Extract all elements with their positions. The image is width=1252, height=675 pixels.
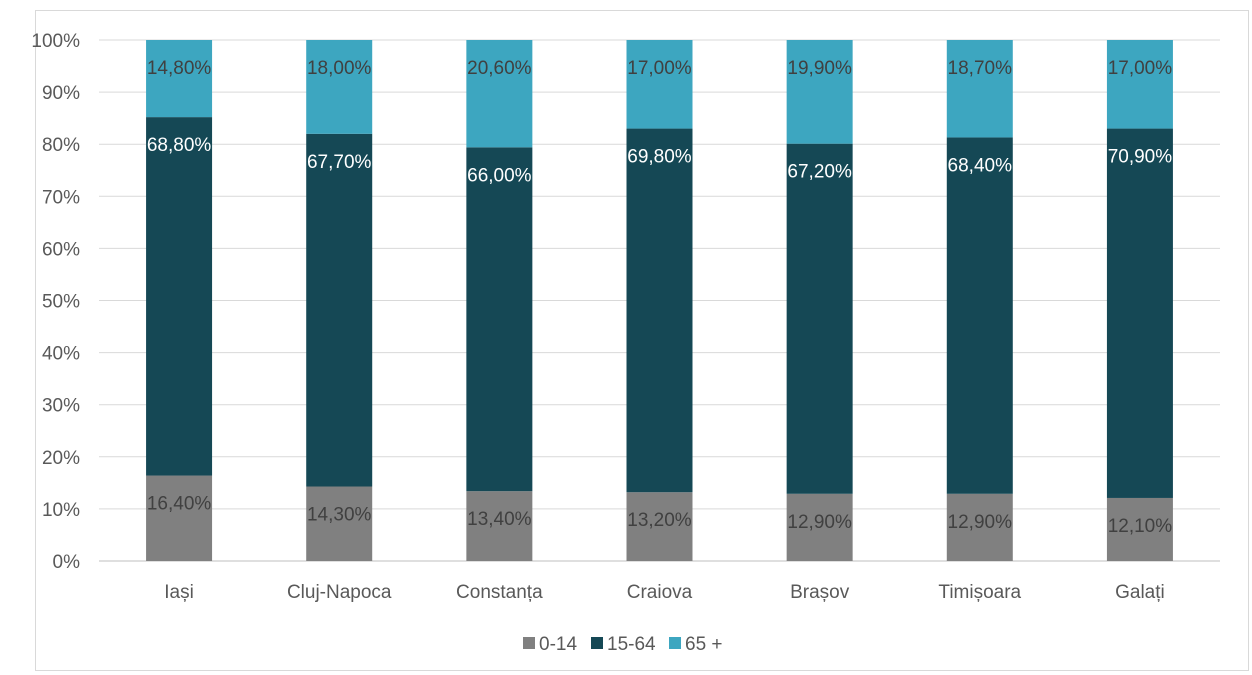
data-label: 19,90% bbox=[787, 58, 852, 79]
bar-segment-65+ bbox=[946, 40, 1013, 138]
bar-segment-65+ bbox=[466, 40, 533, 148]
data-label: 16,40% bbox=[147, 494, 212, 515]
x-tick-label: Craiova bbox=[627, 582, 693, 603]
bar-segment-15-64 bbox=[466, 147, 533, 492]
y-axis-ticks: 0% 10% 20% 30% 40% 50% 60% 70% 80% 90% 100% bbox=[31, 31, 80, 573]
bar-segment-65+ bbox=[626, 40, 693, 129]
bar-segment-15-64 bbox=[786, 143, 853, 494]
legend-label: 0-14 bbox=[539, 634, 577, 655]
legend-swatch bbox=[669, 637, 681, 649]
legend: 0-14 15-64 65 + bbox=[523, 634, 723, 655]
bar-segment-0-14 bbox=[946, 493, 1013, 561]
data-label: 20,60% bbox=[467, 58, 532, 79]
data-label: 12,90% bbox=[787, 512, 852, 533]
data-label: 67,20% bbox=[787, 162, 852, 183]
data-label: 13,20% bbox=[627, 510, 692, 531]
legend-label: 65 + bbox=[685, 634, 723, 655]
bar-segment-15-64 bbox=[1106, 128, 1173, 498]
y-tick-label: 10% bbox=[42, 500, 80, 521]
bar-segment-0-14 bbox=[306, 486, 373, 561]
data-label: 68,80% bbox=[147, 135, 212, 156]
x-tick-label: Constanța bbox=[456, 582, 543, 603]
y-tick-label: 30% bbox=[42, 396, 80, 417]
bar-segment-65+ bbox=[306, 40, 373, 134]
y-tick-label: 20% bbox=[42, 448, 80, 469]
data-label: 12,10% bbox=[1108, 516, 1173, 537]
y-tick-label: 90% bbox=[42, 83, 80, 104]
data-label: 70,90% bbox=[1108, 147, 1173, 168]
bar-segment-15-64 bbox=[146, 117, 213, 476]
bar-segment-65+ bbox=[1106, 40, 1173, 129]
bar-segment-15-64 bbox=[946, 137, 1013, 494]
data-label: 14,30% bbox=[307, 504, 372, 525]
legend-swatch bbox=[523, 637, 535, 649]
x-tick-label: Iași bbox=[164, 582, 194, 603]
x-tick-label: Galați bbox=[1115, 582, 1165, 603]
x-axis-categories: Iași Cluj-Napoca Constanța Craiova Brașov Tim… bbox=[164, 582, 1164, 603]
bar-segment-0-14 bbox=[626, 492, 693, 561]
y-tick-label: 50% bbox=[42, 292, 80, 313]
data-label: 18,70% bbox=[948, 58, 1013, 79]
y-tick-label: 0% bbox=[53, 552, 81, 573]
bar-segment-0-14 bbox=[466, 491, 533, 561]
bar-segment-65+ bbox=[146, 40, 213, 118]
bar-segment-15-64 bbox=[626, 128, 693, 493]
x-tick-label: Timișoara bbox=[938, 582, 1021, 603]
data-label: 67,70% bbox=[307, 152, 372, 173]
x-tick-label: Cluj-Napoca bbox=[287, 582, 392, 603]
data-label: 17,00% bbox=[1108, 58, 1173, 79]
bars bbox=[146, 40, 1173, 561]
bar-segment-65+ bbox=[786, 40, 853, 144]
bar-segment-15-64 bbox=[306, 133, 373, 487]
y-tick-label: 60% bbox=[42, 239, 80, 260]
y-tick-label: 40% bbox=[42, 344, 80, 365]
data-label: 17,00% bbox=[627, 58, 692, 79]
data-label: 68,40% bbox=[948, 155, 1013, 176]
legend-swatch bbox=[591, 637, 603, 649]
y-tick-label: 80% bbox=[42, 135, 80, 156]
data-label: 69,80% bbox=[627, 147, 692, 168]
data-label: 13,40% bbox=[467, 509, 532, 530]
bar-segment-0-14 bbox=[146, 475, 213, 561]
x-tick-label: Brașov bbox=[790, 582, 850, 603]
bar-segment-0-14 bbox=[1106, 497, 1173, 561]
data-label: 12,90% bbox=[948, 512, 1013, 533]
bar-segment-0-14 bbox=[786, 493, 853, 561]
y-tick-label: 100% bbox=[31, 31, 80, 52]
y-tick-label: 70% bbox=[42, 187, 80, 208]
data-label: 66,00% bbox=[467, 165, 532, 186]
data-label: 18,00% bbox=[307, 58, 372, 79]
legend-label: 15-64 bbox=[607, 634, 656, 655]
data-labels: 16,40% 68,80% 14,80% 14,30% 67,70% 18,00% 13,4… bbox=[147, 58, 1172, 537]
data-label: 14,80% bbox=[147, 58, 212, 79]
